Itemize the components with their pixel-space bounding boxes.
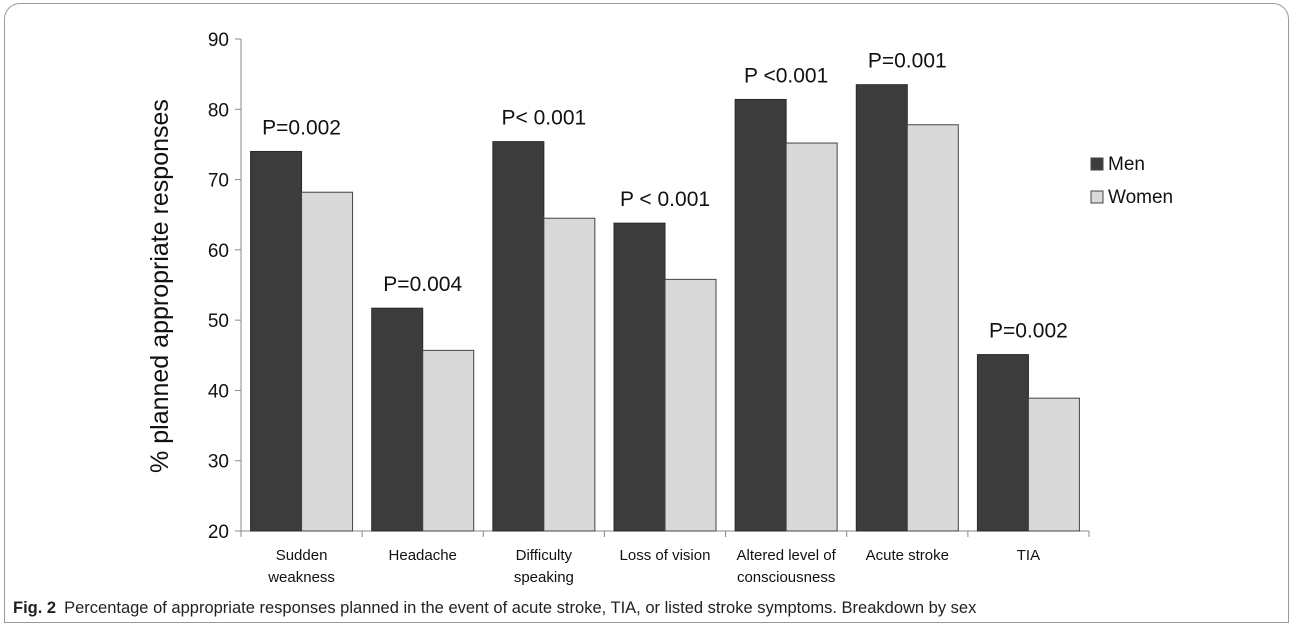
legend: Men Women [1090, 154, 1173, 208]
bar-women [301, 191, 354, 532]
legend-swatch [1090, 157, 1104, 171]
bar-men [371, 307, 424, 532]
y-tick-label: 50 [208, 311, 229, 332]
p-value-annotations: P=0.002 P=0.004 P< 0.001 P < 0.001 P <0.001 P… [262, 50, 1068, 343]
x-category-label: Sudden [276, 547, 328, 564]
bar-women [906, 124, 959, 532]
bar-men [492, 141, 545, 532]
x-axis: Sudden weakness Headache Difficulty speaking… [240, 530, 1090, 586]
y-tick-label: 40 [208, 381, 229, 402]
p-value-label: P=0.002 [262, 116, 341, 139]
bar-men [855, 84, 908, 532]
p-value-label: P=0.002 [989, 320, 1068, 343]
p-value-label: P=0.001 [868, 50, 947, 73]
bar-women [1027, 397, 1080, 532]
y-axis-label: % planned appropriate responses [146, 99, 174, 473]
y-tick-label: 70 [208, 171, 229, 192]
p-value-label: P< 0.001 [502, 107, 587, 130]
legend-label: Men [1108, 154, 1145, 175]
bar-men [734, 98, 787, 532]
x-category-label: speaking [514, 569, 574, 586]
bar-women [422, 349, 475, 532]
x-category-label: Loss of vision [620, 547, 711, 564]
y-tick-label: 20 [208, 522, 229, 543]
x-category-label: weakness [267, 569, 335, 586]
p-value-label: P <0.001 [744, 64, 828, 87]
x-category-label: Acute stroke [866, 547, 949, 564]
y-tick-label: 80 [208, 100, 229, 121]
x-category-label: Difficulty [516, 547, 573, 564]
figure-frame [4, 3, 1289, 623]
y-axis: 20 30 40 50 60 70 80 90 [208, 30, 242, 543]
p-value-label: P < 0.001 [620, 188, 710, 211]
bars [250, 84, 1080, 532]
x-category-label: Altered level of [737, 547, 837, 564]
y-tick-label: 90 [208, 30, 229, 51]
caption-label: Fig. 2 [13, 599, 57, 617]
bar-women [664, 278, 717, 532]
caption-text: Percentage of appropriate responses plan… [64, 599, 977, 617]
legend-swatch [1090, 190, 1104, 204]
bar-men [250, 150, 303, 532]
bar-women [543, 217, 596, 532]
x-category-label: Headache [389, 547, 457, 564]
bar-men [976, 354, 1029, 532]
y-tick-label: 60 [208, 241, 229, 262]
p-value-label: P=0.004 [383, 273, 462, 296]
figure-caption: Fig. 2 Percentage of appropriate response… [13, 599, 976, 618]
bar-men [613, 222, 666, 532]
y-tick-label: 30 [208, 452, 229, 473]
x-category-label: TIA [1017, 547, 1040, 564]
legend-label: Women [1108, 187, 1173, 208]
x-category-label: consciousness [737, 569, 835, 586]
bar-women [785, 142, 838, 532]
